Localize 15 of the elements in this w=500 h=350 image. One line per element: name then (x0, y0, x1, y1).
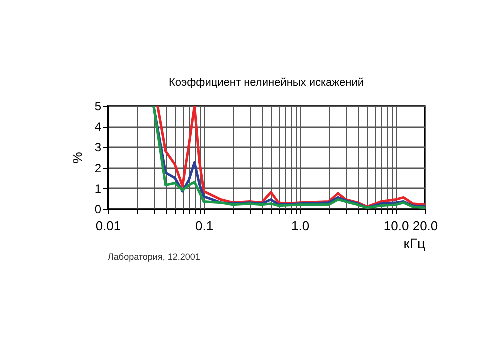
chart-title: Коэффициент нелинейных искажений (168, 77, 364, 89)
y-tick-label: 1 (94, 182, 102, 196)
text: Лаборатория, 12.2001 (108, 252, 200, 262)
x-axis-title: кГц (404, 236, 426, 252)
y-tick-label: 0 (94, 202, 102, 216)
x-tick-label: 10.0 (384, 218, 410, 234)
x-tick-label: 1.0 (292, 218, 310, 234)
x-tick-label: 0.1 (195, 218, 214, 234)
y-tick-label: 5 (94, 100, 102, 114)
x-tick-label: 0.01 (96, 218, 122, 234)
y-tick-label: 2 (94, 161, 102, 176)
y-tick-label: 3 (94, 140, 102, 155)
x-tick-label: 20.0 (412, 218, 438, 234)
y-axis-title: % (70, 152, 85, 164)
y-tick-label: 4 (94, 120, 102, 134)
